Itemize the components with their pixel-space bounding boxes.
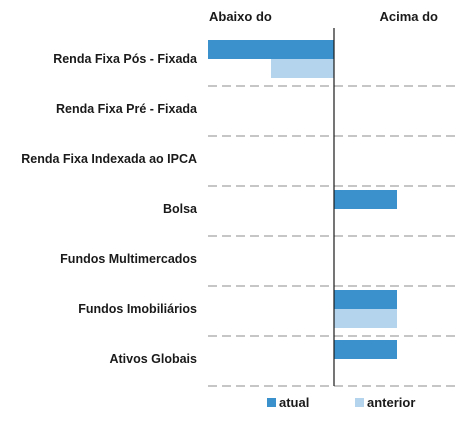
legend-swatch-anterior	[355, 398, 364, 407]
category-label: Fundos Multimercados	[60, 252, 197, 266]
legend-swatch-atual	[267, 398, 276, 407]
bar-anterior	[271, 59, 334, 78]
legend-label-atual: atual	[279, 395, 309, 410]
category-label: Bolsa	[163, 202, 198, 216]
right-header: Acima do	[379, 9, 438, 24]
category-labels: Renda Fixa Pós - Fixada Renda Fixa Pré - …	[21, 52, 198, 366]
bar-atual	[334, 340, 397, 359]
category-label: Ativos Globais	[109, 352, 197, 366]
bar-atual	[334, 290, 397, 309]
category-label: Renda Fixa Indexada ao IPCA	[21, 152, 197, 166]
bar-atual	[208, 40, 334, 59]
bar-anterior	[334, 309, 397, 328]
left-header: Abaixo do	[209, 9, 272, 24]
bar-atual	[334, 190, 397, 209]
category-label: Fundos Imobiliários	[78, 302, 197, 316]
category-label: Renda Fixa Pós - Fixada	[53, 52, 198, 66]
bars	[208, 40, 397, 359]
legend-label-anterior: anterior	[367, 395, 415, 410]
legend: atual anterior	[267, 395, 415, 410]
category-label: Renda Fixa Pré - Fixada	[56, 102, 198, 116]
